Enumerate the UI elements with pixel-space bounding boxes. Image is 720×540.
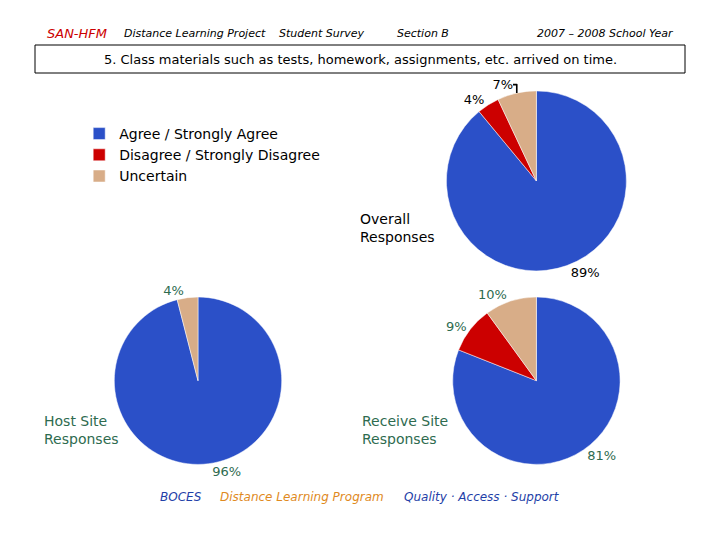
svg-text:Disagree / Strongly Disagree: Disagree / Strongly Disagree [119, 147, 320, 163]
svg-text:Host SiteResponses: Host SiteResponses [44, 413, 119, 447]
svg-text:Distance Learning Program: Distance Learning Program [220, 490, 384, 504]
svg-text:9%: 9% [446, 319, 467, 334]
svg-text:7%: 7% [492, 77, 513, 92]
svg-text:Student Survey: Student Survey [279, 27, 365, 40]
svg-text:Receive SiteResponses: Receive SiteResponses [362, 413, 448, 447]
svg-text:4%: 4% [464, 92, 485, 107]
svg-text:2007 – 2008 School Year: 2007 – 2008 School Year [537, 27, 674, 40]
svg-text:OverallResponses: OverallResponses [360, 211, 435, 245]
svg-text:SAN-HFM: SAN-HFM [47, 26, 107, 41]
svg-text:Section B: Section B [397, 27, 449, 40]
svg-text:BOCES: BOCES [160, 490, 202, 504]
svg-text:4%: 4% [163, 283, 184, 298]
svg-text:Quality · Access · Support: Quality · Access · Support [404, 490, 560, 504]
svg-text:89%: 89% [571, 265, 600, 280]
svg-text:Distance Learning Project: Distance Learning Project [124, 27, 266, 40]
svg-text:10%: 10% [478, 287, 507, 302]
svg-text:81%: 81% [587, 448, 616, 463]
svg-text:5. Class materials such as tes: 5. Class materials such as tests, homewo… [104, 52, 617, 67]
svg-text:Uncertain: Uncertain [119, 168, 187, 184]
svg-text:96%: 96% [212, 464, 241, 479]
svg-text:Agree / Strongly Agree: Agree / Strongly Agree [119, 126, 278, 142]
